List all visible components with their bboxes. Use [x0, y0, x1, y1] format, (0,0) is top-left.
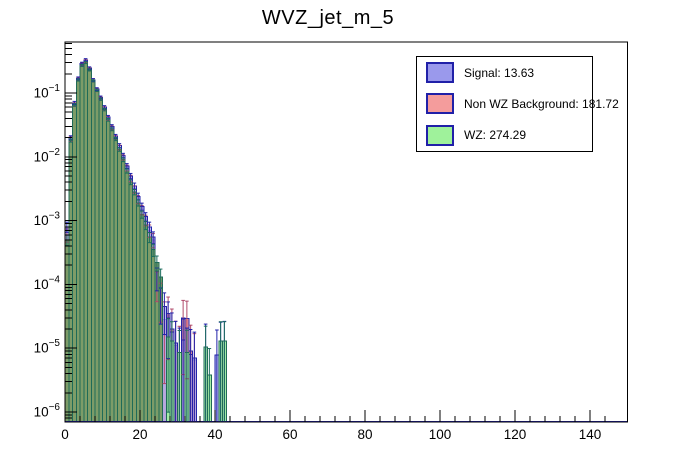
chart-title: WVZ_jet_m_5 [261, 7, 395, 29]
x-tick-label: 40 [207, 427, 222, 442]
x-tick-label: 60 [282, 427, 297, 442]
plot-frame [64, 41, 628, 423]
signal-swatch-icon [426, 62, 454, 84]
legend-label-signal: Signal: 13.63 [464, 65, 535, 80]
legend-item-signal: Signal: 13.63 [417, 57, 592, 88]
y-tick-label: 10−6 [34, 402, 61, 420]
x-tick-label: 20 [132, 427, 147, 442]
x-tick-label: 80 [357, 427, 372, 442]
x-tick-label: 120 [504, 427, 527, 442]
error-bars [65, 58, 227, 422]
x-tick-label: 0 [61, 427, 69, 442]
axes-ticks [64, 41, 628, 423]
wz-swatch-icon [426, 124, 454, 146]
y-tick-label: 10−1 [34, 83, 61, 101]
legend-label-wz: WZ: 274.29 [464, 128, 527, 143]
y-tick-label: 10−4 [34, 274, 61, 292]
legend-box: Signal: 13.63 Non WZ Background: 181.72 … [416, 56, 619, 152]
y-tick-label: 10−2 [34, 147, 61, 165]
y-tick-label: 10−3 [34, 211, 61, 229]
y-tick-label: 10−5 [34, 338, 61, 356]
x-tick-label: 140 [579, 427, 602, 442]
legend-label-non-wz-background: Non WZ Background: 181.72 [464, 96, 619, 111]
legend-item-non-wz-background: Non WZ Background: 181.72 [417, 88, 619, 119]
x-tick-label: 100 [429, 427, 452, 442]
legend-item-wz: WZ: 274.29 [417, 120, 592, 151]
non-wz-background-swatch-icon [426, 93, 454, 115]
